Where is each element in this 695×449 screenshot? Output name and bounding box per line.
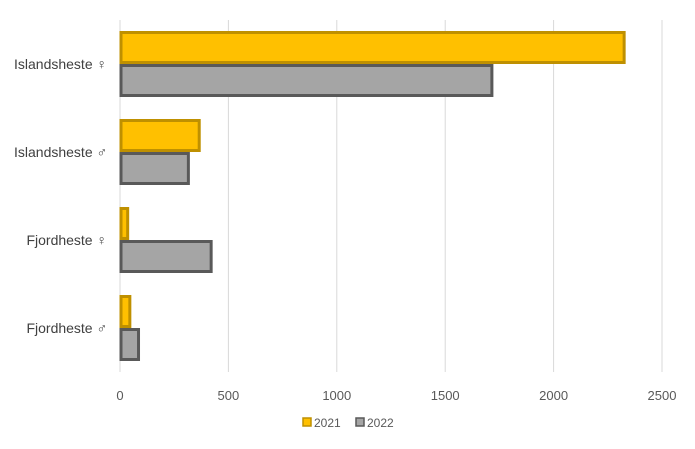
x-tick-label: 500	[218, 388, 240, 403]
bar-2022-1	[119, 152, 190, 185]
legend-label: 2022	[367, 416, 394, 430]
bar-2022-3	[119, 328, 141, 361]
bar-2022-0	[119, 64, 494, 97]
bar-2021-2	[119, 207, 130, 240]
y-category-label: Islandsheste ♂	[14, 144, 107, 160]
bar-2021-1	[119, 119, 201, 152]
x-tick-label: 0	[116, 388, 123, 403]
legend-swatch-2021	[302, 417, 312, 427]
legend-swatch-2022	[355, 417, 365, 427]
y-category-label: Islandsheste ♀	[14, 56, 107, 72]
bar-2022-2	[119, 240, 213, 273]
y-category-label: Fjordheste ♀	[26, 232, 107, 248]
x-tick-label: 1000	[322, 388, 351, 403]
y-category-label: Fjordheste ♂	[26, 320, 107, 336]
x-tick-label: 2500	[648, 388, 677, 403]
x-tick-label: 1500	[431, 388, 460, 403]
x-tick-label: 2000	[539, 388, 568, 403]
legend-label: 2021	[314, 416, 341, 430]
bar-2021-3	[119, 295, 132, 328]
bar-2021-0	[119, 31, 626, 64]
